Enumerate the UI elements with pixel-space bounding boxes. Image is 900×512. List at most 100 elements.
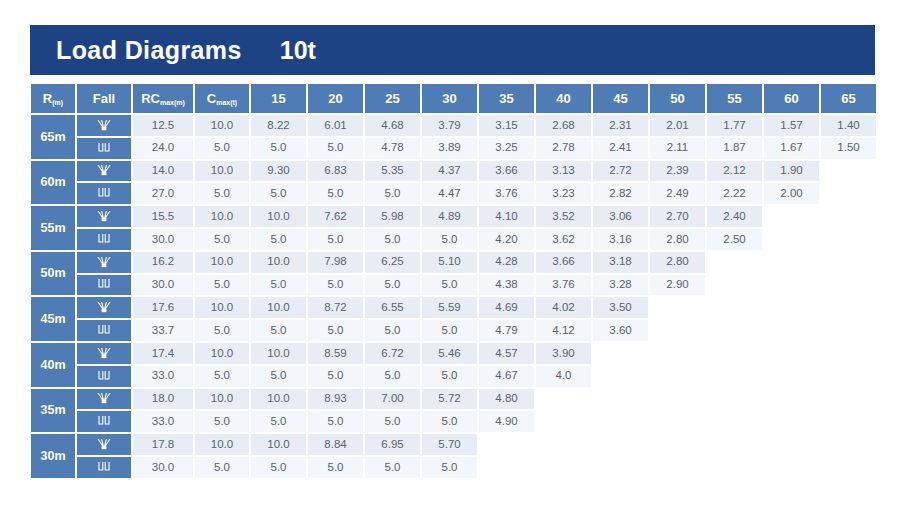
- capacity-cell: 3.23: [535, 182, 592, 205]
- radius-column-header-40: 40: [535, 83, 592, 114]
- rc-header-unit: max(m): [160, 99, 185, 106]
- fall-icon-cell: [76, 319, 132, 342]
- radius-column-header-65: 65: [820, 83, 877, 114]
- c-max-value: 5.0: [194, 319, 250, 342]
- empty-cell: [763, 388, 820, 411]
- capacity-cell: 3.90: [535, 342, 592, 365]
- capacity-cell: 6.25: [364, 251, 421, 274]
- fall-icon-cell: [76, 114, 132, 137]
- capacity-cell: 1.90: [763, 160, 820, 183]
- empty-cell: [763, 274, 820, 297]
- capacity-cell: 5.0: [364, 182, 421, 205]
- two-fall-icon: [96, 416, 112, 427]
- empty-cell: [592, 365, 649, 388]
- capacity-row: 30m17.810.010.08.846.955.70: [30, 433, 877, 456]
- capacity-cell: 10.0: [250, 251, 307, 274]
- two-fall-icon: [96, 188, 112, 199]
- empty-cell: [763, 410, 820, 433]
- capacity-cell: 2.11: [649, 137, 706, 160]
- capacity-cell: 7.98: [307, 251, 364, 274]
- capacity-cell: 5.0: [364, 319, 421, 342]
- radius-column-header-45: 45: [592, 83, 649, 114]
- empty-cell: [706, 296, 763, 319]
- capacity-cell: 2.70: [649, 205, 706, 228]
- two-fall-icon: [96, 325, 112, 336]
- capacity-cell: 5.0: [307, 137, 364, 160]
- capacity-cell: 4.02: [535, 296, 592, 319]
- empty-cell: [649, 296, 706, 319]
- capacity-cell: 5.0: [250, 182, 307, 205]
- empty-cell: [820, 296, 877, 319]
- capacity-cell: 5.10: [421, 251, 478, 274]
- c-max-value: 10.0: [194, 160, 250, 183]
- four-fall-icon: [96, 348, 112, 359]
- empty-cell: [706, 319, 763, 342]
- fall-icon-cell: [76, 137, 132, 160]
- capacity-cell: 5.0: [250, 228, 307, 251]
- capacity-cell: 3.76: [535, 274, 592, 297]
- capacity-cell: 2.78: [535, 137, 592, 160]
- capacity-cell: 4.78: [364, 137, 421, 160]
- rc-max-value: 17.8: [132, 433, 194, 456]
- empty-cell: [649, 456, 706, 479]
- capacity-cell: 10.0: [250, 388, 307, 411]
- capacity-cell: 4.90: [478, 410, 535, 433]
- capacity-row: 60m14.010.09.306.835.354.373.663.132.722…: [30, 160, 877, 183]
- capacity-cell: 2.22: [706, 182, 763, 205]
- jib-length-label: 60m: [30, 160, 76, 206]
- rc-max-value: 30.0: [132, 456, 194, 479]
- four-fall-icon: [96, 439, 112, 450]
- capacity-cell: 3.66: [535, 251, 592, 274]
- c-max-value: 5.0: [194, 365, 250, 388]
- capacity-cell: 2.12: [706, 160, 763, 183]
- capacity-cell: 2.01: [649, 114, 706, 137]
- rc-header-label: RC: [141, 91, 160, 106]
- empty-cell: [820, 365, 877, 388]
- radius-header: R(m): [30, 83, 76, 114]
- capacity-cell: 3.50: [592, 296, 649, 319]
- capacity-cell: 3.06: [592, 205, 649, 228]
- capacity-cell: 5.0: [250, 410, 307, 433]
- rc-max-value: 17.6: [132, 296, 194, 319]
- empty-cell: [763, 205, 820, 228]
- empty-cell: [592, 342, 649, 365]
- radius-header-label: R: [43, 91, 52, 106]
- empty-cell: [706, 456, 763, 479]
- fall-icon-cell: [76, 274, 132, 297]
- c-max-value: 10.0: [194, 388, 250, 411]
- capacity-row: 40m17.410.010.08.596.725.464.573.90: [30, 342, 877, 365]
- empty-cell: [592, 433, 649, 456]
- capacity-cell: 3.18: [592, 251, 649, 274]
- empty-cell: [820, 205, 877, 228]
- c-max-value: 5.0: [194, 274, 250, 297]
- fall-icon-cell: [76, 296, 132, 319]
- fall-icon-cell: [76, 228, 132, 251]
- empty-cell: [820, 388, 877, 411]
- empty-cell: [763, 342, 820, 365]
- empty-cell: [763, 251, 820, 274]
- capacity-cell: 3.89: [421, 137, 478, 160]
- empty-cell: [706, 342, 763, 365]
- capacity-cell: 5.0: [307, 274, 364, 297]
- capacity-cell: 4.12: [535, 319, 592, 342]
- rc-max-value: 27.0: [132, 182, 194, 205]
- empty-cell: [649, 319, 706, 342]
- capacity-cell: 5.0: [364, 456, 421, 479]
- rc-max-value: 17.4: [132, 342, 194, 365]
- empty-cell: [706, 274, 763, 297]
- capacity-cell: 2.72: [592, 160, 649, 183]
- capacity-cell: 5.72: [421, 388, 478, 411]
- capacity-cell: 5.70: [421, 433, 478, 456]
- table-body: 65m12.510.08.226.014.683.793.152.682.312…: [30, 114, 877, 479]
- capacity-cell: 3.13: [535, 160, 592, 183]
- capacity-cell: 2.50: [706, 228, 763, 251]
- empty-cell: [535, 388, 592, 411]
- c-max-value: 5.0: [194, 137, 250, 160]
- empty-cell: [706, 410, 763, 433]
- table-header-row: R(m) Fall RCmax(m) Cmax(t) 1520253035404…: [30, 83, 877, 114]
- jib-length-label: 35m: [30, 388, 76, 434]
- capacity-cell: 1.87: [706, 137, 763, 160]
- capacity-cell: 5.0: [421, 365, 478, 388]
- capacity-row: 55m15.510.010.07.625.984.894.103.523.062…: [30, 205, 877, 228]
- empty-cell: [535, 410, 592, 433]
